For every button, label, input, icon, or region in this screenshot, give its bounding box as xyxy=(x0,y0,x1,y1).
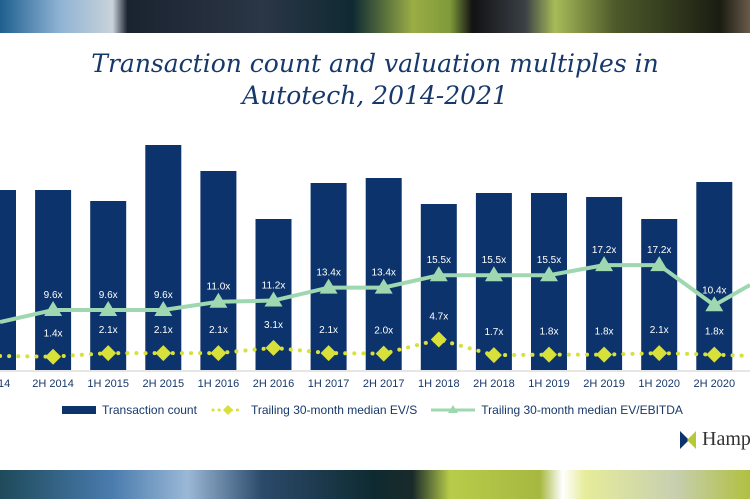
ev-s-data-label: 1.4x xyxy=(44,329,63,340)
ev-s-point xyxy=(375,345,392,362)
legend-label: Trailing 30-month median EV/EBITDA xyxy=(481,403,683,417)
ev-s-point xyxy=(541,346,557,363)
bar-1H-2016 xyxy=(200,171,237,370)
ev-ebitda-data-label: 9.6x xyxy=(99,290,118,301)
ev-s-data-label: 1.8x xyxy=(595,327,614,338)
x-tick-label: 2H 2015 xyxy=(143,378,185,390)
ev-s-data-label: 2.1x xyxy=(319,325,338,336)
ev-ebitda-point xyxy=(484,266,503,282)
bar-2H-2015 xyxy=(145,145,182,370)
ev-ebitda-point xyxy=(595,256,614,272)
ev-ebitda-point xyxy=(209,292,228,308)
ev-s-point xyxy=(45,348,62,365)
footer-banner-image xyxy=(0,470,750,499)
legend-label: Trailing 30-month median EV/S xyxy=(250,403,418,417)
ev-s-data-label: 4.7x xyxy=(429,312,448,323)
ev-s-data-label: 3.1x xyxy=(264,320,283,331)
x-tick-label: 1H 2017 xyxy=(308,378,350,390)
ev-s-point xyxy=(320,345,337,362)
ev-s-point xyxy=(596,346,613,363)
ev-ebitda-point xyxy=(650,256,669,272)
legend-bar-swatch xyxy=(62,406,96,414)
ev-ebitda-point xyxy=(429,266,448,282)
title-line-1: Transaction count and valuation multiple… xyxy=(91,49,659,78)
ev-s-data-label: 2.1x xyxy=(154,325,173,336)
x-tick-label: 2H 2014 xyxy=(32,378,74,390)
ev-s-data-label: 1.8x xyxy=(705,327,724,338)
bar-1H-2014 xyxy=(0,190,16,370)
company-logo: Hamp xyxy=(680,428,750,451)
bar-2H-2020 xyxy=(696,182,733,370)
ev-ebitda-data-label: 15.5x xyxy=(537,255,561,266)
ev-s-point xyxy=(210,345,227,362)
bar-2H-2019 xyxy=(586,197,623,370)
ev-ebitda-point xyxy=(99,301,118,316)
x-tick-label: 1H 2018 xyxy=(418,378,460,390)
x-tick-label: 1H 2015 xyxy=(87,378,129,390)
logo-text: Hamp xyxy=(702,428,750,450)
ev-ebitda-data-label: 17.2x xyxy=(647,245,671,256)
ev-s-line xyxy=(0,337,750,359)
ev-ebitda-data-label: 13.4x xyxy=(371,268,395,279)
ev-s-point xyxy=(265,339,282,356)
x-tick-label: 2014 xyxy=(0,378,10,390)
ev-ebitda-data-label: 15.5x xyxy=(427,255,451,266)
ev-ebitda-data-label: 11.2x xyxy=(262,281,286,292)
ev-s-point xyxy=(651,345,668,362)
ev-ebitda-data-label: 9.6x xyxy=(44,290,63,301)
legend-diamond-swatch xyxy=(211,405,245,415)
ev-ebitda-data-label: 15.5x xyxy=(482,255,506,266)
x-tick-label: 1H 2020 xyxy=(638,378,680,390)
ev-s-point xyxy=(100,345,117,362)
x-tick-label: 1H 2019 xyxy=(528,378,570,390)
legend-item-ev-s: Trailing 30-month median EV/S xyxy=(211,403,417,417)
ev-s-point xyxy=(706,346,723,363)
x-tick-label: 2H 2019 xyxy=(583,378,625,390)
ev-s-data-label: 2.1x xyxy=(99,325,118,336)
title-line-2: Autotech, 2014-2021 xyxy=(242,81,508,110)
legend: Transaction count Trailing 30-month medi… xyxy=(62,403,697,417)
ev-s-point xyxy=(155,345,172,362)
bar-1H-2019 xyxy=(531,193,567,370)
ev-ebitda-point xyxy=(540,266,558,282)
x-tick-label: 2H 2018 xyxy=(473,378,515,390)
legend-label: Transaction count xyxy=(102,403,197,417)
ev-s-data-label: 1.7x xyxy=(484,327,503,338)
chart-plot: 2014 2H 2014 1H 2015 2H 2015 1H 2016 2H 2016 1… xyxy=(0,145,750,390)
ev-s-data-label: 2.1x xyxy=(209,325,228,336)
legend-item-transaction-count: Transaction count xyxy=(62,403,197,417)
bar-2H-2014 xyxy=(35,190,72,370)
x-tick-label: 1H 2016 xyxy=(198,378,240,390)
logo-mark-icon xyxy=(680,430,696,449)
ev-ebitda-point xyxy=(44,301,63,316)
legend-item-ev-ebitda: Trailing 30-month median EV/EBITDA xyxy=(431,403,683,417)
ev-ebitda-point xyxy=(319,278,338,294)
x-tick-label: 2H 2016 xyxy=(253,378,295,390)
ev-ebitda-data-label: 10.4x xyxy=(702,285,726,296)
ev-s-data-label: 2.0x xyxy=(374,326,393,337)
bar-1H-2015 xyxy=(90,201,127,370)
ev-s-data-label: 2.1x xyxy=(650,325,669,336)
x-tick-label: 2H 2017 xyxy=(363,378,405,390)
x-tick-label: 2H 2020 xyxy=(694,378,736,390)
ev-s-data-label: 1.8x xyxy=(540,327,559,338)
ev-s-point xyxy=(430,331,447,348)
ev-s-point xyxy=(485,347,502,364)
ev-ebitda-data-label: 11.0x xyxy=(207,282,231,293)
ev-ebitda-data-label: 9.6x xyxy=(154,290,173,301)
bar-2H-2017 xyxy=(365,178,402,370)
header-banner-image xyxy=(0,0,750,33)
ev-ebitda-data-label: 17.2x xyxy=(592,245,616,256)
bar-1H-2017 xyxy=(310,183,347,370)
legend-triangle-swatch xyxy=(431,405,476,413)
chart-title: Transaction count and valuation multiple… xyxy=(0,48,750,112)
ev-ebitda-data-label: 13.4x xyxy=(316,268,340,279)
ev-ebitda-point xyxy=(374,278,393,294)
ev-ebitda-point xyxy=(264,291,283,307)
ev-ebitda-point xyxy=(705,296,724,312)
bar-1H-2020 xyxy=(641,219,678,370)
bar-2H-2018 xyxy=(475,193,512,370)
ev-ebitda-point xyxy=(154,301,173,316)
